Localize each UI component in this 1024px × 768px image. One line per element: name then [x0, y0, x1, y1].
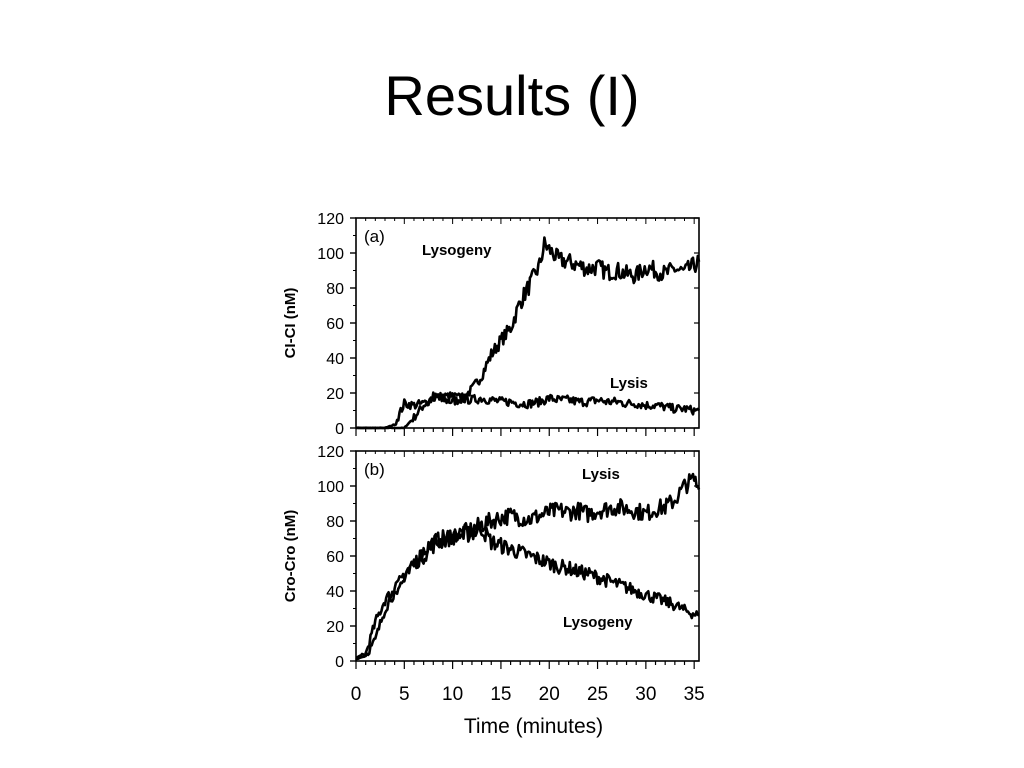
y-tick-label: 40	[326, 584, 344, 601]
y-axis-title: CI-CI (nM)	[282, 288, 299, 359]
x-tick-label: 35	[684, 684, 705, 705]
y-tick-label: 100	[317, 246, 344, 263]
series-line-lysis	[355, 391, 701, 430]
x-tick-label: 10	[442, 684, 463, 705]
y-tick-label: 80	[326, 281, 344, 298]
y-tick-label: 120	[317, 211, 344, 228]
series-label-lysogeny: Lysogeny	[422, 242, 492, 259]
x-tick-label: 20	[539, 684, 560, 705]
series-label-lysis: Lysis	[582, 466, 620, 483]
series-label-lysis: Lysis	[610, 375, 648, 392]
plot-frame-a	[355, 217, 700, 429]
y-tick-label: 100	[317, 479, 344, 496]
y-tick-label: 20	[326, 619, 344, 636]
x-tick-label: 0	[351, 684, 362, 705]
series-line-lysis	[355, 472, 701, 659]
x-axis-title: Time (minutes)	[464, 715, 603, 738]
y-tick-label: 60	[326, 316, 344, 333]
x-tick-label: 5	[399, 684, 410, 705]
y-axis-title: Cro-Cro (nM)	[282, 510, 299, 602]
y-tick-label: 80	[326, 514, 344, 531]
series-line-lysogeny	[355, 236, 701, 430]
page-title: Results (I)	[384, 64, 640, 127]
y-tick-label: 0	[335, 654, 344, 671]
series-line-lysogeny	[355, 522, 700, 661]
y-tick-label: 120	[317, 444, 344, 461]
x-tick-label: 25	[587, 684, 608, 705]
y-tick-label: 40	[326, 351, 344, 368]
y-tick-label: 60	[326, 549, 344, 566]
y-tick-label: 0	[335, 421, 344, 438]
panel-label: (b)	[364, 460, 385, 479]
x-tick-label: 30	[635, 684, 656, 705]
panel-label: (a)	[364, 227, 385, 246]
y-tick-label: 20	[326, 386, 344, 403]
x-tick-label: 15	[490, 684, 511, 705]
series-label-lysogeny: Lysogeny	[563, 614, 633, 631]
